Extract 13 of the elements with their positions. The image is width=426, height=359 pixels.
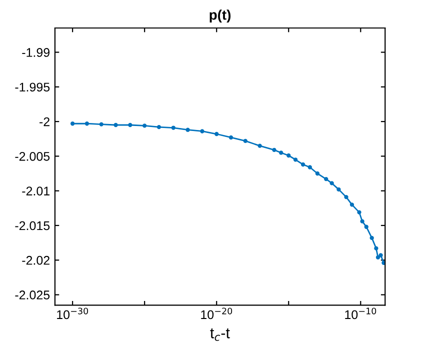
y-tick-label: -2 — [40, 117, 50, 126]
x-tick-label: 10$^{−20}$ — [201, 308, 232, 320]
y-tick-label: -2.025 — [15, 290, 50, 300]
y-tick-label: -1.99 — [22, 48, 50, 57]
y-tick-label: -2.005 — [15, 152, 50, 161]
y-tick-label: -1.995 — [15, 82, 50, 92]
x-tick-label: 10$^{−30}$ — [57, 308, 88, 320]
x-tick-label: 10$^{−10}$ — [345, 308, 376, 320]
y-tick-label: -2.015 — [15, 221, 50, 230]
x-axis-title: t$_{c}$-t — [210, 328, 230, 341]
chart-title: p(t) — [210, 10, 231, 23]
y-tick-label: -2.02 — [22, 256, 50, 265]
y-tick-label: -2.01 — [22, 186, 50, 196]
